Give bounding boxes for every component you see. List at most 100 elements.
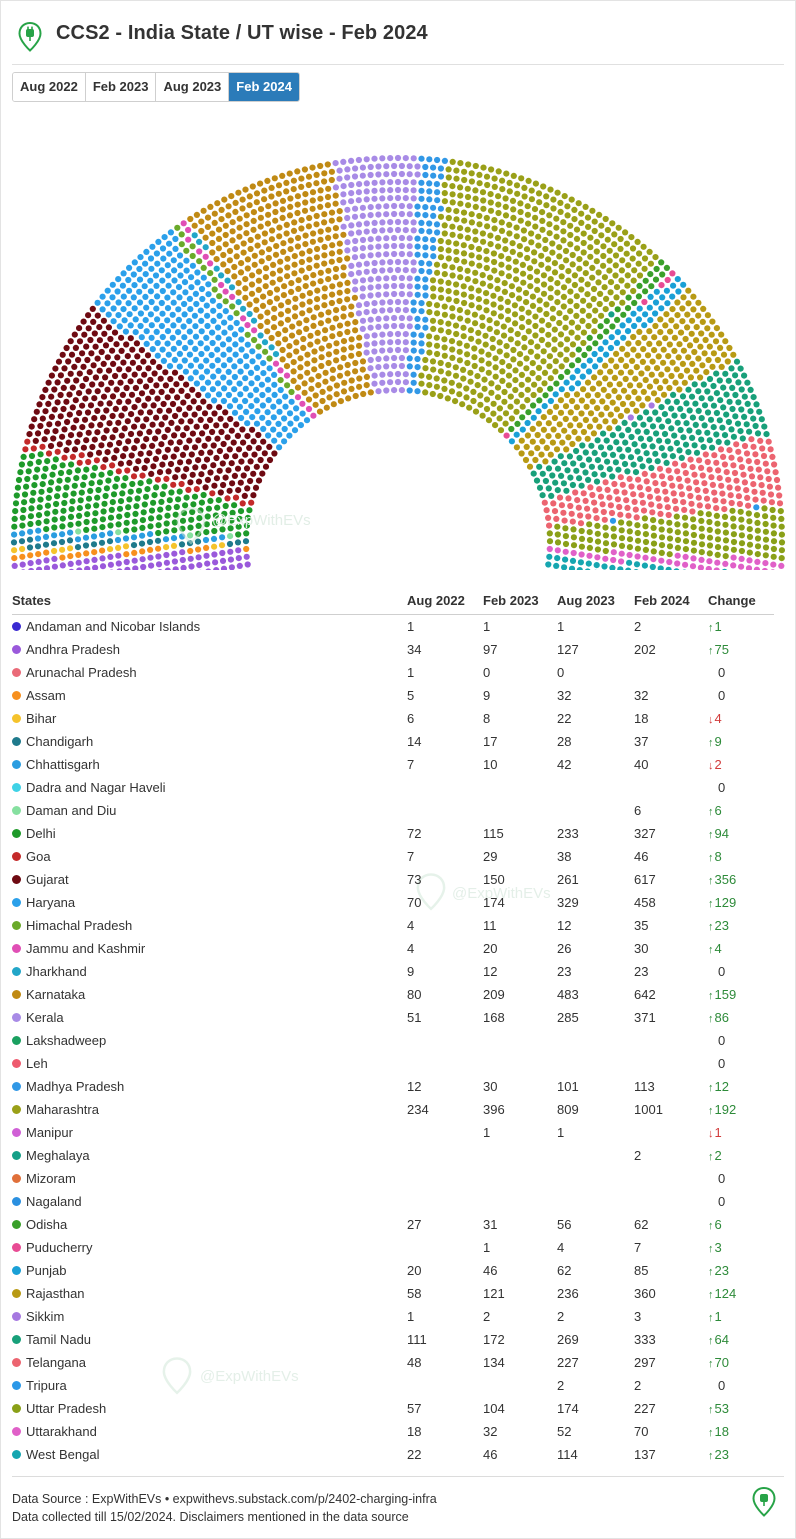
chart-dot bbox=[387, 195, 394, 202]
chart-dot bbox=[287, 237, 294, 244]
chart-dot bbox=[238, 346, 245, 353]
chart-dot bbox=[355, 302, 363, 309]
chart-dot bbox=[575, 346, 582, 353]
chart-dot bbox=[131, 259, 138, 266]
state-name: Andaman and Nicobar Islands bbox=[26, 619, 201, 634]
chart-dot bbox=[610, 556, 617, 564]
chart-dot bbox=[172, 235, 179, 243]
chart-dot bbox=[676, 386, 683, 393]
chart-dot bbox=[229, 228, 236, 235]
chart-dot bbox=[475, 338, 482, 345]
chart-dot bbox=[550, 500, 557, 507]
chart-dot bbox=[200, 207, 207, 214]
chart-dot bbox=[558, 273, 565, 280]
chart-dot bbox=[154, 352, 161, 359]
chart-dot bbox=[751, 488, 758, 495]
chart-dot bbox=[148, 470, 155, 477]
header-change: Change bbox=[708, 593, 756, 608]
chart-dot bbox=[323, 404, 330, 411]
chart-dot bbox=[104, 354, 111, 361]
chart-dot bbox=[51, 532, 58, 539]
chart-dot bbox=[254, 233, 261, 240]
chart-dot bbox=[554, 531, 561, 538]
chart-dot bbox=[153, 484, 160, 491]
arrow-up-icon: ↑ bbox=[708, 1404, 714, 1416]
chart-dot bbox=[712, 338, 720, 345]
chart-dot bbox=[183, 381, 190, 388]
chart-dot bbox=[109, 347, 116, 354]
chart-dot bbox=[626, 536, 634, 543]
chart-dot bbox=[333, 307, 340, 314]
chart-dot bbox=[472, 187, 479, 194]
chart-dot bbox=[701, 402, 709, 409]
chart-dot bbox=[475, 296, 482, 303]
chart-dot bbox=[227, 525, 234, 532]
chart-dot bbox=[651, 334, 658, 341]
chart-dot bbox=[762, 513, 769, 520]
chart-dot bbox=[294, 168, 301, 175]
chart-dot bbox=[508, 438, 515, 445]
tab-feb-2023[interactable]: Feb 2023 bbox=[85, 73, 157, 101]
chart-dot bbox=[587, 244, 594, 251]
chart-dot bbox=[449, 354, 456, 361]
chart-dot bbox=[491, 183, 498, 190]
chart-dot bbox=[652, 299, 660, 306]
chart-dot bbox=[14, 484, 21, 491]
chart-dot bbox=[99, 531, 106, 539]
chart-dot bbox=[551, 260, 559, 267]
chart-dot bbox=[383, 171, 390, 178]
chart-dot bbox=[391, 242, 398, 250]
chart-dot bbox=[665, 353, 672, 360]
tab-aug-2023[interactable]: Aug 2023 bbox=[156, 73, 230, 101]
chart-dot bbox=[109, 281, 116, 288]
chart-dot bbox=[604, 458, 611, 465]
tab-feb-2024[interactable]: Feb 2024 bbox=[229, 73, 299, 101]
chart-dot bbox=[472, 203, 479, 210]
chart-dot bbox=[635, 476, 642, 483]
chart-dot bbox=[613, 339, 621, 346]
chart-dot bbox=[176, 439, 183, 446]
chart-dot bbox=[42, 408, 49, 415]
chart-dot bbox=[202, 244, 209, 251]
chart-dot bbox=[215, 245, 222, 252]
chart-dot bbox=[525, 328, 532, 335]
chart-dot bbox=[398, 242, 405, 250]
chart-dot bbox=[597, 493, 605, 500]
chart-dot bbox=[613, 488, 620, 495]
chart-dot bbox=[73, 377, 80, 384]
chart-dot bbox=[546, 212, 553, 219]
chart-dot bbox=[471, 354, 478, 361]
chart-dot bbox=[762, 552, 769, 559]
chart-dot bbox=[113, 341, 120, 348]
chart-dot bbox=[705, 565, 712, 570]
chart-dot bbox=[35, 558, 42, 565]
chart-dot bbox=[284, 264, 291, 271]
chart-dot bbox=[344, 166, 351, 173]
tab-aug-2022[interactable]: Aug 2022 bbox=[13, 73, 86, 101]
state-name: Tamil Nadu bbox=[26, 1332, 92, 1347]
chart-dot bbox=[648, 283, 655, 290]
chart-dot bbox=[513, 408, 520, 415]
arrow-up-icon: ↑ bbox=[708, 1266, 714, 1278]
chart-dot bbox=[674, 299, 681, 306]
chart-dot bbox=[156, 514, 163, 521]
chart-dot bbox=[635, 316, 643, 323]
chart-dot bbox=[613, 363, 620, 370]
chart-dot bbox=[456, 357, 463, 364]
chart-dot bbox=[724, 439, 731, 446]
chart-dot bbox=[722, 529, 730, 536]
chart-dot bbox=[426, 373, 433, 380]
chart-dot bbox=[602, 540, 610, 547]
chart-dot bbox=[106, 538, 114, 545]
chart-dot bbox=[252, 484, 260, 491]
chart-dot bbox=[188, 284, 195, 291]
chart-dot bbox=[276, 444, 283, 451]
chart-dot bbox=[560, 228, 567, 235]
chart-dot bbox=[191, 312, 198, 319]
chart-dot bbox=[167, 460, 175, 468]
chart-dot bbox=[141, 371, 148, 378]
chart-dot bbox=[359, 317, 367, 324]
chart-dot bbox=[142, 271, 149, 278]
chart-dot bbox=[437, 286, 444, 293]
chart-dot bbox=[265, 203, 272, 210]
